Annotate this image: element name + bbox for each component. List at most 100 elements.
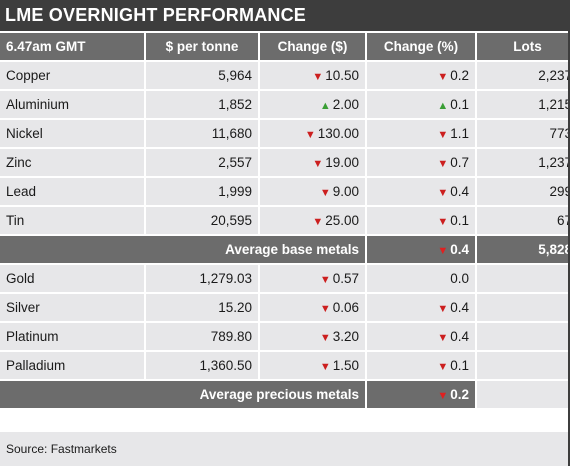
metal-name-cell: Aluminium	[0, 91, 144, 118]
down-arrow-icon: ▼	[437, 216, 449, 228]
change-pct-cell-value: 0.4	[450, 300, 469, 315]
down-arrow-icon: ▼	[437, 71, 449, 83]
lots-cell: 67	[477, 207, 570, 234]
change-pct-cell: ▼ 1.1	[367, 120, 475, 147]
average-change-pct-cell: ▼ 0.2	[367, 381, 475, 408]
down-arrow-icon: ▼	[437, 129, 449, 141]
change-usd-cell-value: 19.00	[325, 155, 359, 170]
price-cell-value: 5,964	[218, 68, 252, 83]
metal-name-cell: Nickel	[0, 120, 144, 147]
metal-name-cell-value: Silver	[6, 300, 40, 315]
metal-name-cell: Silver	[0, 294, 144, 321]
change-pct-cell: ▼ 0.1	[367, 207, 475, 234]
down-arrow-icon: ▼	[319, 274, 331, 286]
down-arrow-icon: ▼	[319, 361, 331, 373]
lots-cell-value: 1,237	[538, 155, 570, 170]
lots-cell-value: 773	[549, 126, 570, 141]
price-cell: 20,595	[146, 207, 258, 234]
price-cell: 1,360.50	[146, 352, 258, 379]
metal-name-cell: Platinum	[0, 323, 144, 350]
down-arrow-icon: ▼	[319, 303, 331, 315]
average-label-cell-value: Average base metals	[225, 242, 359, 257]
down-arrow-icon: ▼	[437, 361, 449, 373]
performance-table: 6.47am GMT $ per tonne Change ($) Change…	[0, 31, 570, 410]
lots-cell-value: 2,237	[538, 68, 570, 83]
change-pct-cell: ▼ 0.4	[367, 294, 475, 321]
column-header-row: 6.47am GMT $ per tonne Change ($) Change…	[0, 33, 570, 60]
down-arrow-icon: ▼	[304, 129, 316, 141]
metal-name-cell-value: Nickel	[6, 126, 43, 141]
change-pct-cell-value: 0.1	[450, 213, 469, 228]
metal-name-cell: Gold	[0, 265, 144, 292]
metal-name-cell-value: Copper	[6, 68, 51, 83]
change-usd-cell-value: 3.20	[332, 329, 359, 344]
lots-cell: 299	[477, 178, 570, 205]
down-arrow-icon: ▼	[437, 390, 449, 402]
price-cell: 1,852	[146, 91, 258, 118]
change-pct-cell: 0.0	[367, 265, 475, 292]
average-lots-cell: 5,828	[477, 236, 570, 263]
down-arrow-icon: ▼	[437, 303, 449, 315]
change-usd-cell: ▼ 1.50	[260, 352, 365, 379]
change-usd-cell-value: 1.50	[332, 358, 359, 373]
lots-cell	[477, 294, 570, 321]
change-pct-cell-value: 0.7	[450, 155, 469, 170]
column-header-lots: Lots	[477, 33, 570, 60]
price-cell-value: 1,360.50	[199, 358, 252, 373]
metal-name-cell-value: Platinum	[6, 329, 59, 344]
down-arrow-icon: ▼	[312, 71, 324, 83]
average-lots-cell	[477, 381, 570, 408]
metal-name-cell: Lead	[0, 178, 144, 205]
column-header-price: $ per tonne	[146, 33, 258, 60]
table-row: Platinum 789.80 ▼ 3.20 ▼ 0.4	[0, 323, 570, 350]
change-pct-cell-value: 0.4	[450, 184, 469, 199]
change-pct-cell-value: 0.1	[450, 358, 469, 373]
average-change-pct-cell: ▼ 0.4	[367, 236, 475, 263]
average-label-cell-value: Average precious metals	[199, 387, 359, 402]
lots-cell-value: 67	[556, 213, 570, 228]
change-usd-cell-value: 0.06	[332, 300, 359, 315]
change-usd-cell: ▼ 19.00	[260, 149, 365, 176]
price-cell-value: 789.80	[210, 329, 252, 344]
lots-cell	[477, 352, 570, 379]
change-usd-cell-value: 2.00	[332, 97, 359, 112]
price-cell: 5,964	[146, 62, 258, 89]
change-usd-cell: ▼ 9.00	[260, 178, 365, 205]
price-cell: 15.20	[146, 294, 258, 321]
lots-cell: 773	[477, 120, 570, 147]
change-pct-cell-value: 1.1	[450, 126, 469, 141]
lots-cell-value: 1,215	[538, 97, 570, 112]
down-arrow-icon: ▼	[312, 216, 324, 228]
price-cell-value: 11,680	[211, 126, 252, 141]
change-pct-cell-value: 0.2	[450, 68, 469, 83]
price-cell: 11,680	[146, 120, 258, 147]
change-pct-cell: ▼ 0.7	[367, 149, 475, 176]
metal-name-cell-value: Palladium	[6, 358, 66, 373]
table-row: Silver 15.20 ▼ 0.06 ▼ 0.4	[0, 294, 570, 321]
change-pct-cell: ▼ 0.4	[367, 323, 475, 350]
column-header-change-usd: Change ($)	[260, 33, 365, 60]
lots-cell: 1,215	[477, 91, 570, 118]
lots-cell	[477, 323, 570, 350]
metal-name-cell-value: Tin	[6, 213, 25, 228]
average-change-pct-cell-value: 0.2	[450, 387, 469, 402]
price-cell: 1,999	[146, 178, 258, 205]
down-arrow-icon: ▼	[437, 187, 449, 199]
average-row: Average base metals ▼ 0.4 5,828	[0, 236, 570, 263]
price-cell: 1,279.03	[146, 265, 258, 292]
change-usd-cell: ▼ 130.00	[260, 120, 365, 147]
table-row: Palladium 1,360.50 ▼ 1.50 ▼ 0.1	[0, 352, 570, 379]
down-arrow-icon: ▼	[319, 187, 331, 199]
column-header-change-pct: Change (%)	[367, 33, 475, 60]
change-usd-cell: ▼ 0.57	[260, 265, 365, 292]
metal-name-cell: Zinc	[0, 149, 144, 176]
down-arrow-icon: ▼	[437, 332, 449, 344]
metal-name-cell: Copper	[0, 62, 144, 89]
source-note: Source: Fastmarkets	[0, 432, 570, 466]
price-cell-value: 15.20	[218, 300, 252, 315]
change-pct-cell-value: 0.4	[450, 329, 469, 344]
average-lots-cell-value: 5,828	[538, 242, 570, 257]
lots-cell: 2,237	[477, 62, 570, 89]
